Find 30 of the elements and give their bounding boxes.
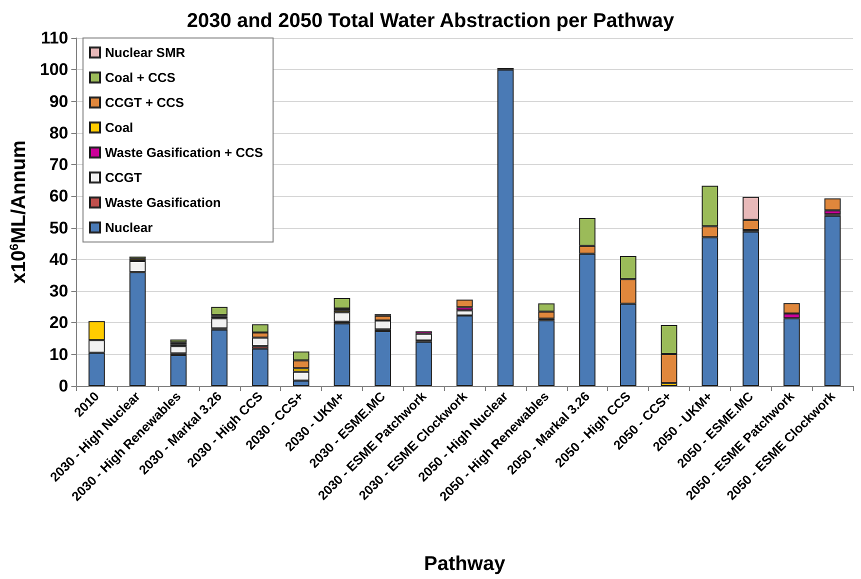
chart-title: 2030 and 2050 Total Water Abstraction per Pathway xyxy=(186,10,675,32)
legend-label: CCGT + CCS xyxy=(105,95,184,110)
bar xyxy=(211,306,228,316)
y-tick-label: 50 xyxy=(49,218,68,238)
y-tick-label: 20 xyxy=(49,313,68,332)
legend-label: Waste Gasification xyxy=(105,195,221,210)
legend-label: Coal + CCS xyxy=(105,70,176,85)
y-tick-label: 40 xyxy=(49,250,68,269)
bar xyxy=(824,198,841,210)
legend-label: Nuclear xyxy=(105,220,153,235)
y-tick-label: 80 xyxy=(49,123,68,142)
bar xyxy=(334,298,350,308)
bar xyxy=(824,216,841,386)
y-tick-label: 70 xyxy=(49,155,68,174)
y-tick-label: 60 xyxy=(49,186,68,206)
legend-label: Coal xyxy=(105,120,134,135)
y-tick-label: 0 xyxy=(58,376,68,396)
y-tick-label: 110 xyxy=(40,28,68,48)
y-tick-label: 30 xyxy=(49,282,68,301)
bar xyxy=(456,300,473,308)
y-tick-label: 90 xyxy=(49,92,68,111)
legend-label: Nuclear SMR xyxy=(105,45,186,60)
legend-label: Waste Gasification + CCS xyxy=(105,145,264,160)
legend-label: CCGT xyxy=(105,170,142,185)
y-tick-label: 10 xyxy=(49,344,68,364)
bar xyxy=(252,348,268,386)
bar xyxy=(497,70,514,386)
y-axis-title: x106ML/Annum xyxy=(7,140,30,284)
y-tick-label: 100 xyxy=(40,60,68,80)
x-axis-title: Pathway xyxy=(424,553,506,575)
